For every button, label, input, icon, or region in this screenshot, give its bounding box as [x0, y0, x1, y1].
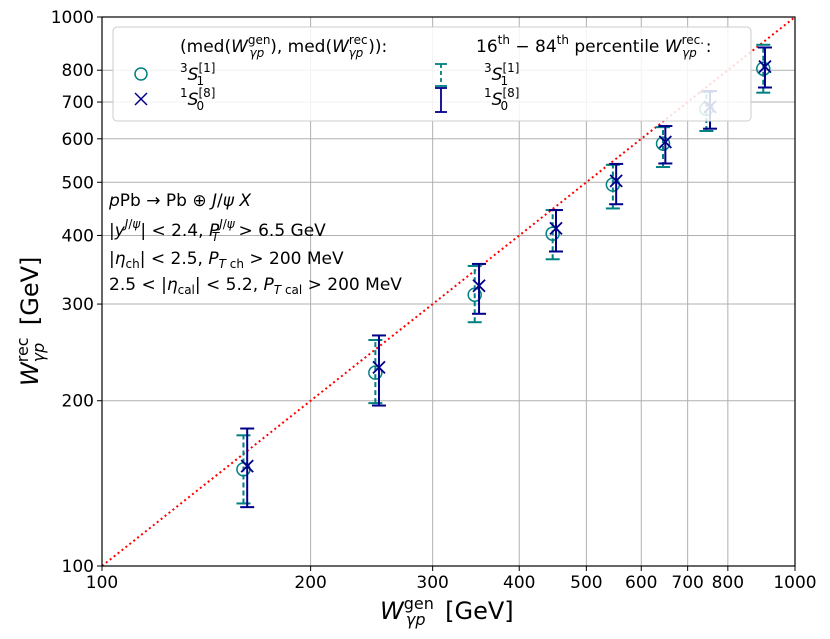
legend-box [112, 26, 752, 122]
y-tick-label: 100 [62, 557, 94, 577]
x-tick-label: 200 [294, 573, 326, 593]
point-1S0[8]-1 [372, 360, 386, 375]
point-3S1[1]-7 [756, 61, 771, 76]
annotation-block: pPb → Pb ⊕ J/ψ X |yJ/ψ| < 2.4, PJ/ψ T > 6… [108, 191, 402, 297]
point-1S0[8]-7 [758, 60, 772, 74]
plot-frame [101, 16, 796, 567]
x-axis-label: Wgen γp [GeV] [380, 594, 514, 629]
y-tick-label: 600 [62, 130, 94, 150]
y-tick-label: 300 [62, 295, 94, 315]
legend-errorbar-3S1 [435, 63, 447, 87]
annotation-jpsi-cuts: |yJ/ψ| < 2.4, PJ/ψ T > 6.5 GeV [109, 217, 326, 244]
legend-errorbar-1S0 [435, 87, 447, 113]
y-tick-label: 500 [62, 173, 94, 193]
point-1S0[8]-3 [549, 221, 563, 236]
x-tick-label: 400 [503, 573, 535, 593]
x-tick-label: 600 [625, 573, 657, 593]
annotation-calorimeter-cuts: 2.5 < |ηcal| < 5.2, PT cal > 200 MeV [109, 275, 402, 297]
point-1S0[8]-0 [240, 459, 254, 473]
point-3S1[1]-5 [655, 136, 671, 151]
legend-label-1S0: 1S[8] 0 [180, 86, 215, 113]
y-tick-label: 1000 [51, 8, 94, 28]
point-3S1[1]-3 [545, 226, 560, 241]
y-tick-label: 400 [62, 226, 94, 246]
legend: (med(Wgen γp), med(Wrec γp)): 16th − 84th … [112, 26, 752, 122]
y-tick-label: 200 [62, 392, 94, 412]
y-axis-label: Wrecγp [GeV] [13, 257, 48, 386]
legend-right-header: 16th − 84th percentile Wrec. γp: [476, 33, 712, 60]
legend-marker-3S1-circle [134, 67, 148, 81]
point-3S1[1]-1 [368, 365, 383, 380]
x-tick-label: 1000 [773, 573, 816, 593]
y-tick-label: 700 [62, 93, 94, 113]
point-3S1[1]-2 [467, 287, 482, 302]
x-tick-label: 700 [671, 573, 703, 593]
point-1S0[8]-2 [472, 279, 486, 293]
legend-label-3S1: 3S[1] 1 [180, 61, 215, 88]
annotation-charged-cuts: |ηch| < 2.5, PT ch > 200 MeV [109, 249, 344, 271]
y-tick-label: 800 [62, 61, 94, 81]
x-tick-label: 800 [712, 573, 744, 593]
x-tick-label: 100 [86, 573, 118, 593]
x-tick-label: 500 [570, 573, 602, 593]
legend-left-header: (med(Wgen γp), med(Wrec γp)): [180, 33, 387, 60]
x-tick-label: 300 [416, 573, 448, 593]
legend-marker-1S0-x [134, 92, 148, 106]
point-1S0[8]-5 [658, 135, 672, 149]
point-1S0[8]-4 [609, 174, 623, 188]
annotation-process: pPb → Pb ⊕ J/ψ X [108, 191, 251, 211]
legend-errorbar-label-1S0: 1S[8] 0 [484, 86, 519, 113]
legend-errorbar-label-3S1: 3S[1] 1 [484, 61, 519, 88]
